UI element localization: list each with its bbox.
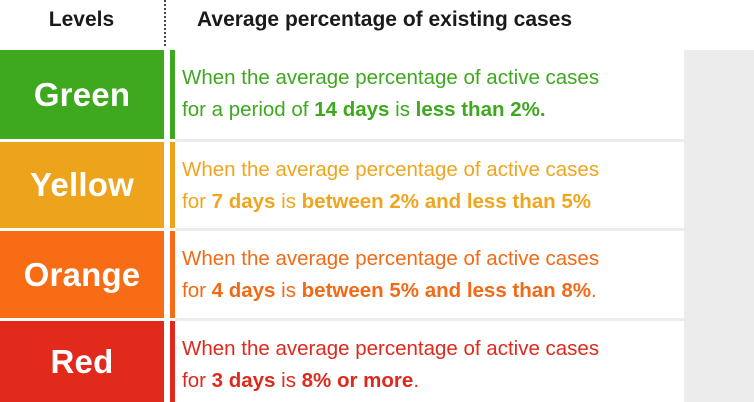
- description-emphasis: 7 days: [211, 190, 276, 213]
- levels-column-header: Levels: [48, 8, 115, 31]
- description-text: for: [182, 190, 212, 213]
- description-text: is: [275, 190, 302, 213]
- description-emphasis: between 5% and less than 8%: [301, 279, 592, 302]
- level-label-yellow: Yellow: [0, 142, 164, 228]
- header-dotted-divider: [164, 0, 166, 46]
- level-accent-bar-yellow: [170, 142, 175, 228]
- level-row-yellow: Yellow When the average percentage of ac…: [0, 142, 754, 228]
- level-row-red: Red When the average percentage of activ…: [0, 321, 754, 402]
- level-label-red: Red: [0, 321, 164, 402]
- description-text: is: [275, 279, 302, 302]
- level-description-yellow: When the average percentage of active ca…: [175, 142, 684, 228]
- row-tail-yellow: [684, 142, 754, 228]
- description-line-1: When the average percentage of active ca…: [182, 337, 600, 360]
- row-tail-red: [684, 321, 754, 402]
- description-line-1: When the average percentage of active ca…: [182, 247, 600, 270]
- description-line-2: for 4 days is between 5% and less than 8…: [182, 275, 684, 307]
- row-tail-green: [684, 50, 754, 139]
- description-column-header: Average percentage of existing cases: [197, 8, 573, 31]
- description-line-1: When the average percentage of active ca…: [182, 158, 600, 181]
- level-row-orange: Orange When the average percentage of ac…: [0, 231, 754, 318]
- table-header: Levels Average percentage of existing ca…: [0, 0, 754, 50]
- description-emphasis: between 2% and less than 5%: [301, 190, 592, 213]
- description-text: is: [275, 369, 302, 392]
- description-text: for: [182, 279, 212, 302]
- level-row-green: Green When the average percentage of act…: [0, 50, 754, 139]
- description-line-2: for a period of 14 days is less than 2%.: [182, 94, 684, 126]
- level-accent-bar-green: [170, 50, 175, 139]
- description-text: .: [413, 369, 420, 392]
- level-label-orange: Orange: [0, 231, 164, 318]
- description-line-1: When the average percentage of active ca…: [182, 66, 600, 89]
- row-separator: [175, 139, 754, 142]
- description-emphasis: 14 days: [314, 98, 390, 121]
- description-line-2: for 3 days is 8% or more.: [182, 365, 684, 397]
- level-description-orange: When the average percentage of active ca…: [175, 231, 684, 318]
- level-label-green: Green: [0, 50, 164, 139]
- description-emphasis: 4 days: [211, 279, 276, 302]
- row-tail-orange: [684, 231, 754, 318]
- description-text: .: [591, 279, 597, 302]
- row-separator: [175, 228, 754, 231]
- description-emphasis: 8% or more: [301, 369, 414, 392]
- level-accent-bar-orange: [170, 231, 175, 318]
- row-separator: [175, 318, 754, 321]
- description-text: for a period of: [182, 98, 315, 121]
- description-emphasis: 3 days: [211, 369, 276, 392]
- description-line-2: for 7 days is between 2% and less than 5…: [182, 186, 684, 218]
- level-accent-bar-red: [170, 321, 175, 402]
- description-text: for: [182, 369, 212, 392]
- level-description-green: When the average percentage of active ca…: [175, 50, 684, 139]
- level-description-red: When the average percentage of active ca…: [175, 321, 684, 402]
- description-emphasis: less than 2%.: [415, 98, 546, 121]
- description-text: is: [389, 98, 416, 121]
